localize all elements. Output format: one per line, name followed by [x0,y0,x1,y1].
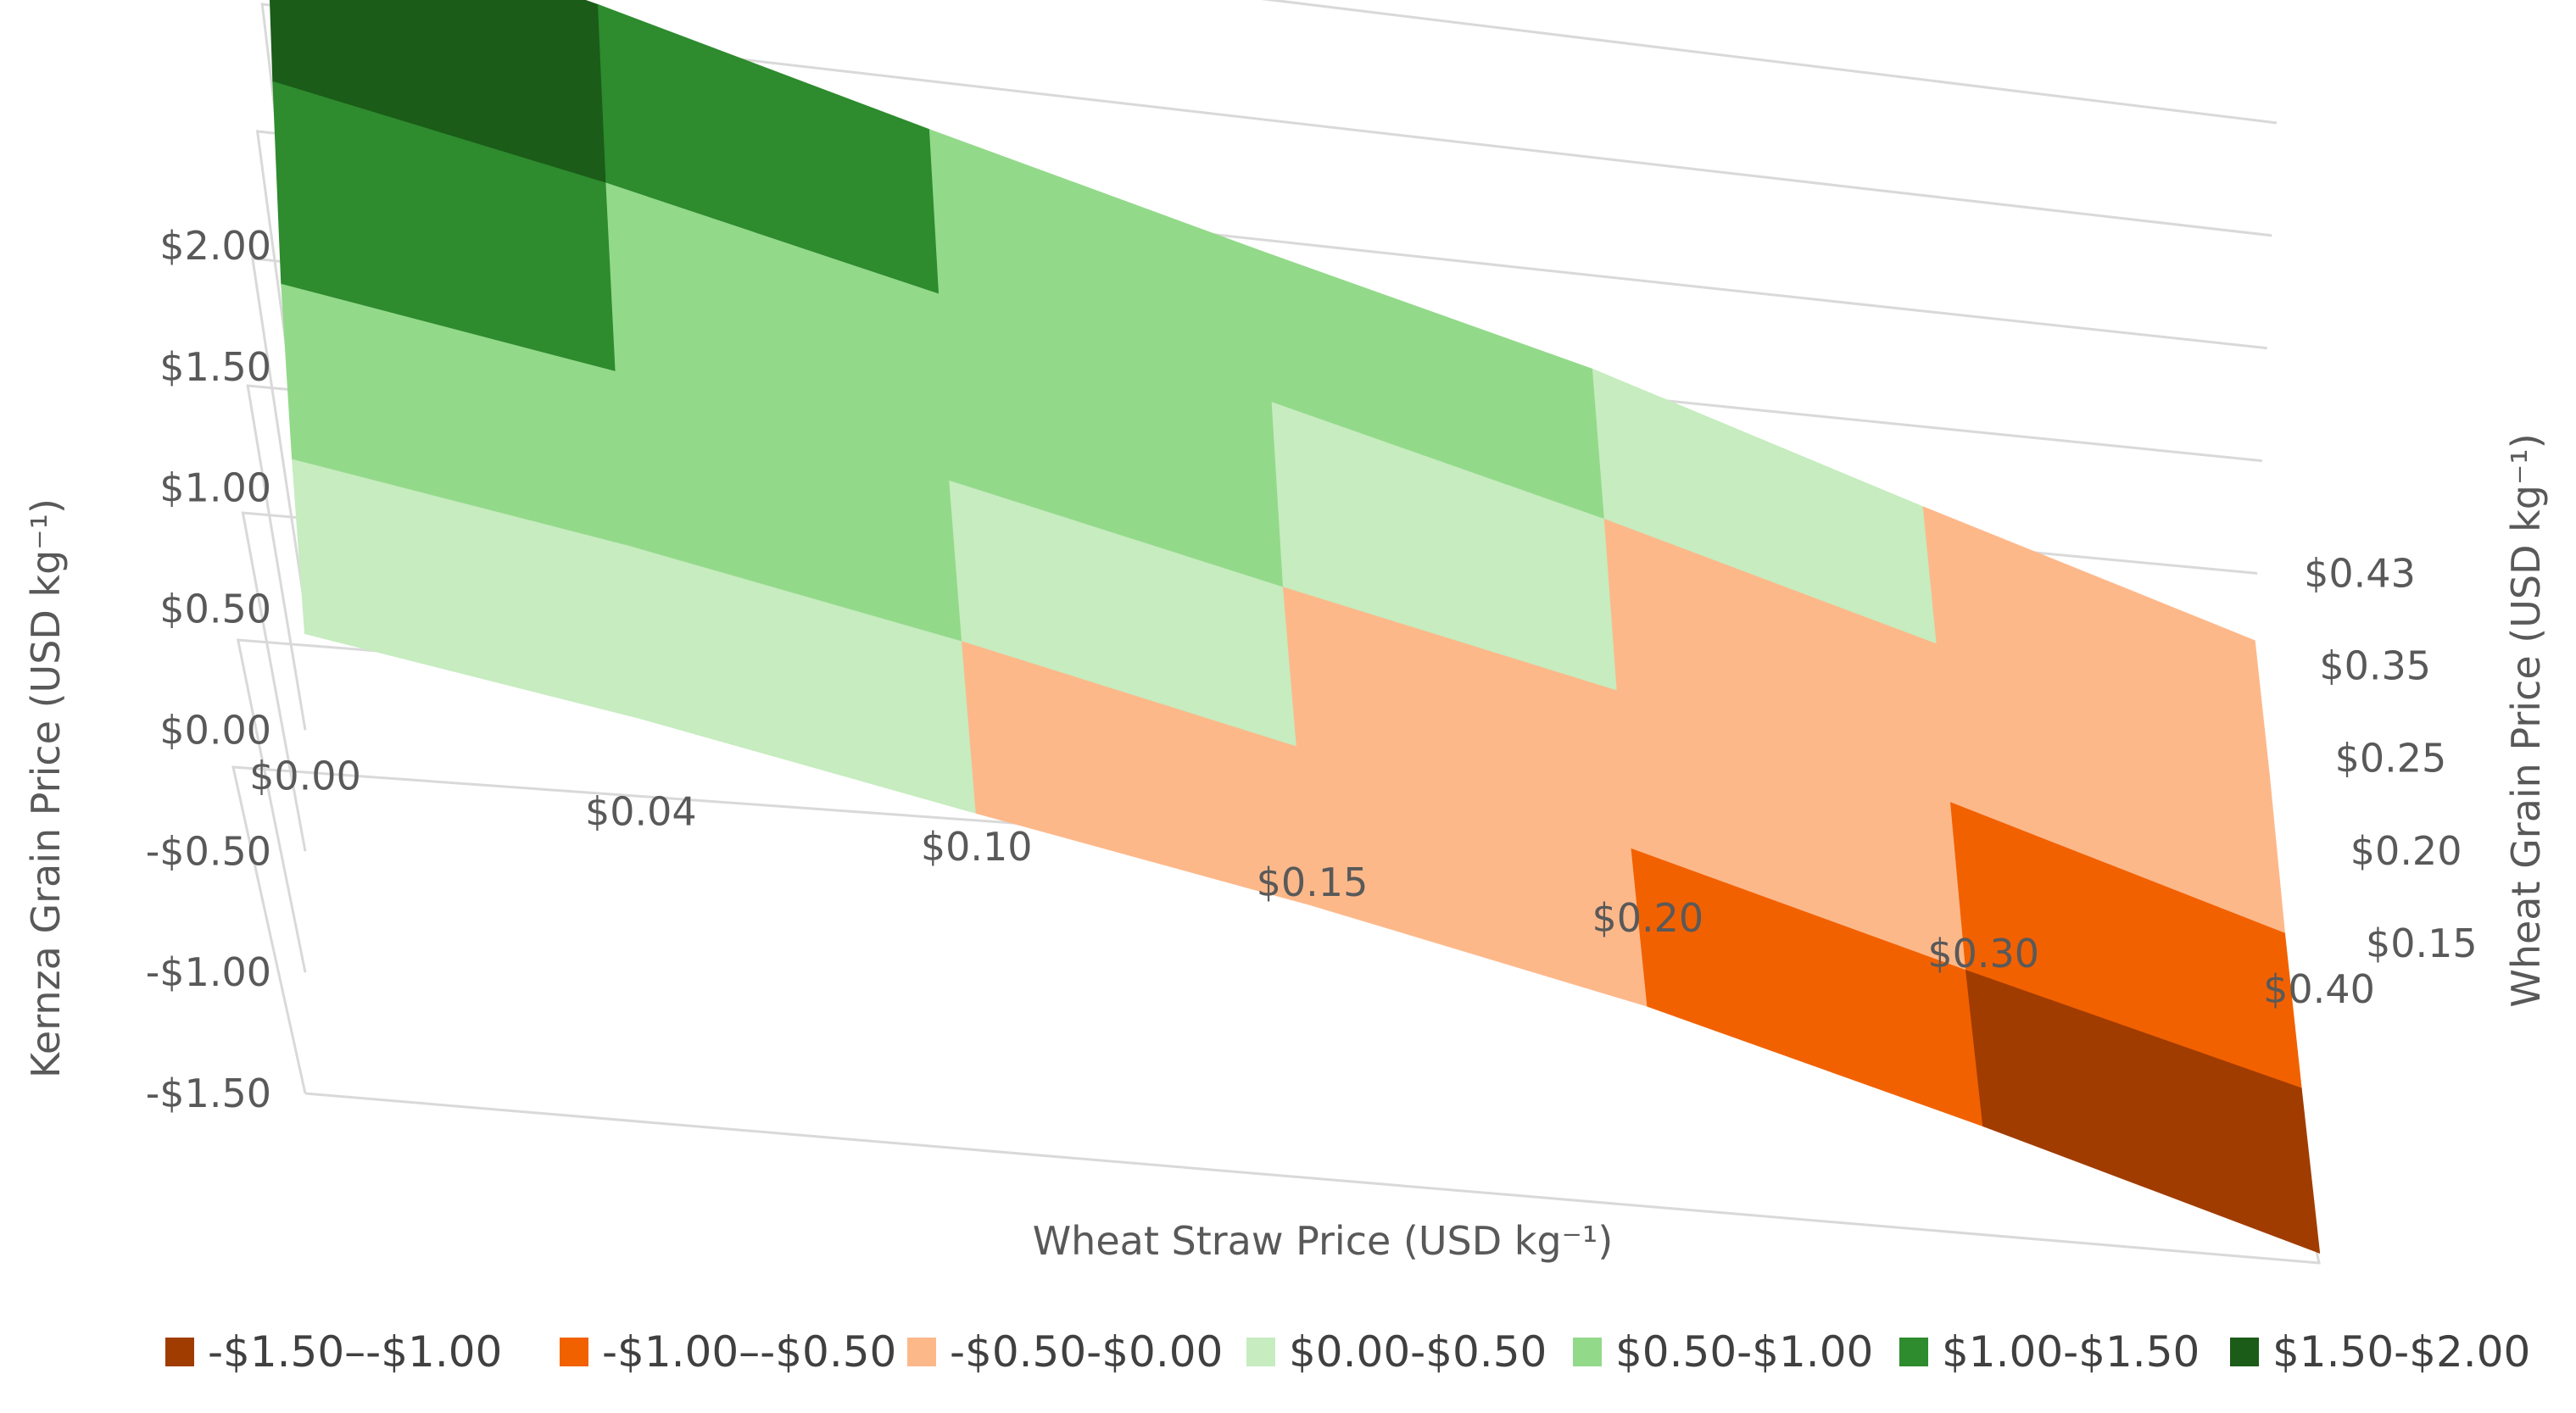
z-tick-label: -$0.50 [146,828,271,874]
legend-label: $1.50-$2.00 [2272,1327,2530,1377]
y-axis-title: Wheat Grain Price (USD kg⁻¹) [2503,433,2549,1007]
z-tick-label: $1.00 [159,465,271,511]
legend-swatch [165,1338,194,1366]
x-tick-label: $0.15 [1257,859,1369,905]
y-tick-label: $0.43 [2304,550,2416,596]
z-axis-title: Kernza Grain Price (USD kg⁻¹) [23,498,69,1078]
axis-ticks: -$1.50 -$1.00 -$0.50 $0.00 $0.50 $1.00 $1.50 $2… [146,223,2478,1116]
legend-swatch [907,1338,936,1366]
surface-patch [1965,970,2321,1254]
x-tick-label: $0.10 [921,824,1033,870]
x-axis-title: Wheat Straw Price (USD kg⁻¹) [1033,1218,1614,1264]
y-tick-label: $0.15 [2366,921,2478,966]
legend-label: -$0.50-$0.00 [950,1327,1223,1377]
surface-patches [269,0,2321,1254]
legend-label: -$1.50–-$1.00 [208,1327,502,1377]
legend-swatch [1246,1338,1275,1366]
x-tick-label: $0.20 [1592,895,1703,941]
z-tick-label: -$1.00 [146,949,271,995]
y-tick-label: $0.20 [2350,828,2462,874]
legend-swatch [1899,1338,1928,1366]
legend-swatch [560,1338,588,1366]
legend: -$1.50–-$1.00 -$1.00–-$0.50 -$0.50-$0.00 $0… [165,1327,2530,1377]
z-tick-label: $0.50 [159,587,271,632]
z-tick-label: $0.00 [159,707,271,753]
legend-label: -$1.00–-$0.50 [602,1327,896,1377]
z-tick-label: $1.50 [159,344,271,390]
legend-swatch [2230,1338,2259,1366]
x-tick-label: $0.04 [585,788,697,834]
z-tick-label: -$1.50 [146,1071,271,1116]
z-tick-label: $2.00 [159,223,271,269]
x-tick-label: $0.30 [1927,931,2039,976]
legend-label: $0.50-$1.00 [1615,1327,1873,1377]
legend-label: $0.00-$0.50 [1289,1327,1547,1377]
y-tick-label: $0.25 [2335,736,2447,782]
x-tick-label: $0.40 [2263,966,2375,1012]
legend-label: $1.00-$1.50 [1942,1327,2200,1377]
x-tick-label: $0.00 [249,753,361,798]
legend-swatch [1573,1338,1602,1366]
y-tick-label: $0.35 [2319,643,2431,689]
